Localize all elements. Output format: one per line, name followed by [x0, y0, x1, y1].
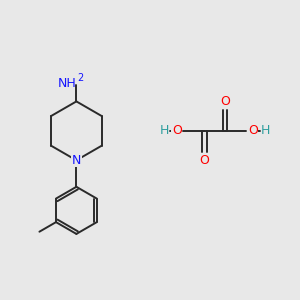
Text: N: N: [72, 154, 81, 167]
Text: O: O: [220, 95, 230, 108]
Text: O: O: [172, 124, 182, 137]
Text: NH: NH: [58, 77, 76, 90]
Text: O: O: [248, 124, 258, 137]
Text: 2: 2: [77, 73, 83, 83]
Text: H: H: [159, 124, 169, 137]
Text: H: H: [261, 124, 270, 137]
Text: O: O: [200, 154, 209, 166]
